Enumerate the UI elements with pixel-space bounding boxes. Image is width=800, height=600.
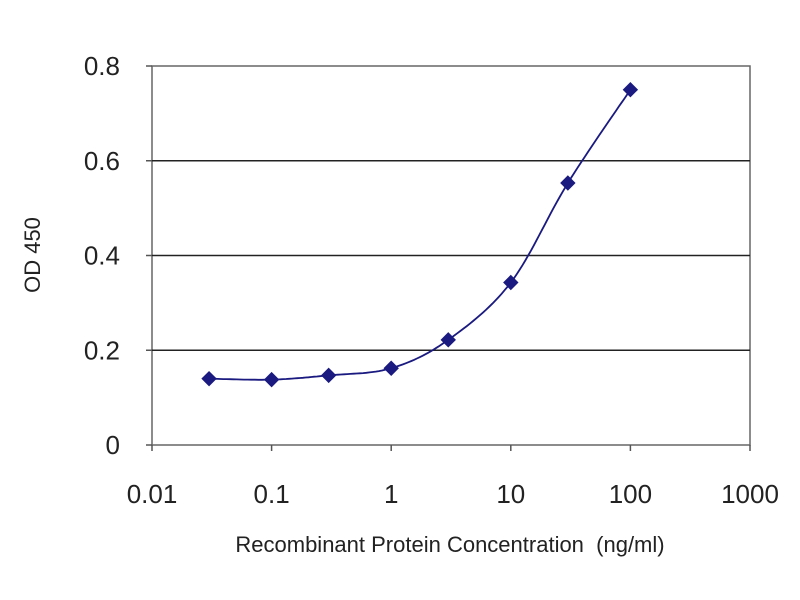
data-points [201,81,639,388]
y-tick-label: 0.4 [84,241,120,271]
fit-curve-layer [209,89,632,381]
data-point [622,81,639,98]
data-point [201,370,217,387]
fit-curve [209,89,632,381]
y-tick-label: 0.6 [84,146,120,176]
x-tick-label: 0.1 [254,479,290,509]
y-tick-label: 0.2 [84,335,120,365]
x-tick-label: 1 [384,479,398,509]
data-point [320,367,337,384]
data-point [263,371,280,388]
x-tick-label: 1000 [721,479,779,509]
data-point [383,360,399,376]
x-tick-label: 10 [496,479,525,509]
x-axis-title: Recombinant Protein Concentration (ng/ml… [235,532,664,557]
gridlines [152,159,750,352]
y-tick-label: 0 [106,430,120,460]
x-tick-label: 0.01 [127,479,178,509]
data-point [440,332,456,348]
x-tick-label: 100 [609,479,652,509]
x-tick-labels: 0.01 0.1 1 10 100 1000 [127,479,779,509]
y-tick-labels: 0 0.2 0.4 0.6 0.8 [84,51,120,460]
axes [146,65,751,451]
y-axis-title: OD 450 [20,217,45,293]
data-point [503,274,519,291]
y-tick-label: 0.8 [84,51,120,81]
data-point [560,175,576,191]
